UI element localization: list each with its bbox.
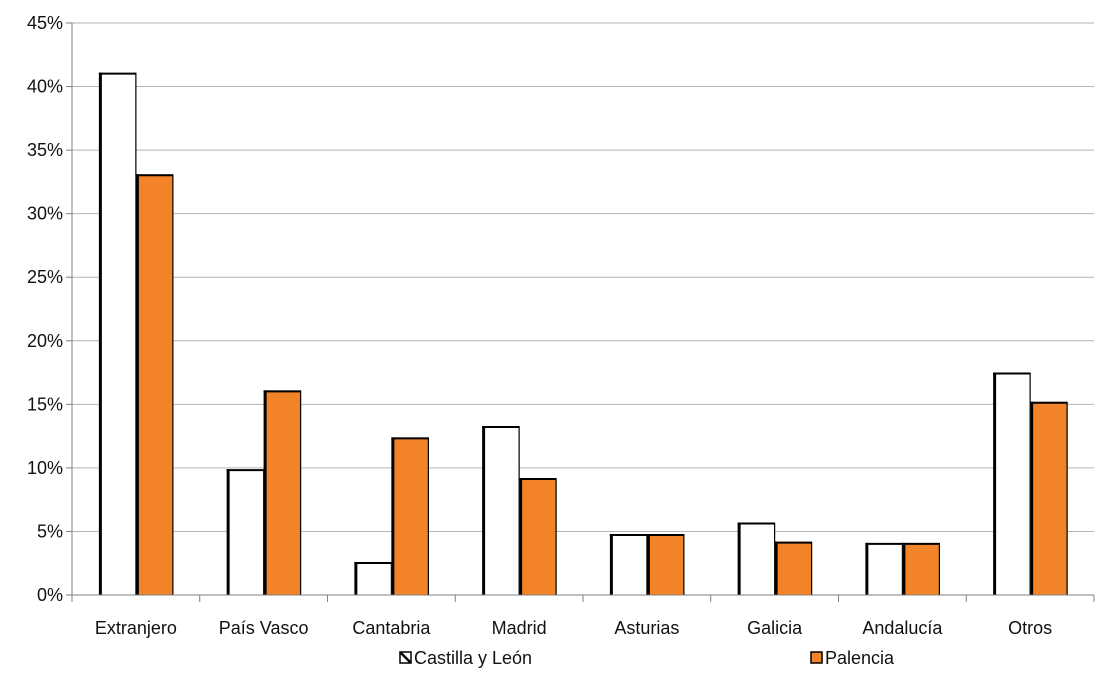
bar-palencia bbox=[1030, 401, 1068, 595]
bar-fill bbox=[98, 72, 136, 595]
gridlines bbox=[72, 22, 1094, 532]
bar-castilla-y-leon bbox=[226, 469, 265, 595]
bar-fill bbox=[737, 522, 775, 595]
bar-palencia bbox=[263, 390, 302, 595]
y-tick-label: 5% bbox=[37, 521, 63, 541]
bar-castilla-y-leon bbox=[98, 72, 137, 595]
bar-castilla-y-leon bbox=[737, 522, 776, 595]
bar-fill bbox=[993, 372, 1031, 595]
y-tick-label: 35% bbox=[27, 140, 63, 160]
bar-castilla-y-leon bbox=[993, 372, 1031, 595]
x-category-label: Otros bbox=[1008, 618, 1052, 638]
x-category-label: Extranjero bbox=[95, 618, 177, 638]
bar-castilla-y-leon bbox=[354, 561, 392, 595]
bar-fill bbox=[865, 542, 903, 595]
legend-swatch-mark bbox=[399, 651, 412, 664]
x-category-label: Andalucía bbox=[862, 618, 943, 638]
bar-fill bbox=[263, 390, 301, 595]
y-tick-label: 0% bbox=[37, 585, 63, 605]
legend-label: Palencia bbox=[825, 648, 895, 668]
bar-fill bbox=[135, 174, 173, 596]
bar-palencia bbox=[646, 533, 685, 595]
x-category-labels: Extranjero País Vasco Cantabria Madrid Astur… bbox=[95, 618, 1052, 638]
legend-swatch bbox=[810, 651, 823, 664]
x-category-label: Galicia bbox=[747, 618, 803, 638]
bar-fill bbox=[519, 478, 557, 595]
x-category-label: Asturias bbox=[614, 618, 679, 638]
y-tick-label: 45% bbox=[27, 13, 63, 33]
bar-fill bbox=[482, 425, 520, 595]
legend-item-palencia: Palencia bbox=[810, 648, 895, 668]
bar-fill bbox=[646, 533, 684, 595]
bar-castilla-y-leon bbox=[865, 542, 903, 595]
bar-fill bbox=[391, 437, 429, 595]
bar-palencia bbox=[519, 478, 557, 595]
legend-item-castilla-y-leon: Castilla y León bbox=[399, 648, 532, 668]
x-category-label: Madrid bbox=[492, 618, 547, 638]
legend: Castilla y León Palencia bbox=[399, 648, 895, 668]
bar-fill bbox=[1030, 401, 1068, 595]
bar-fill bbox=[354, 561, 392, 595]
bar-palencia bbox=[135, 174, 174, 596]
bar-fill bbox=[902, 542, 940, 595]
bar-fill bbox=[226, 469, 264, 595]
y-tick-label: 25% bbox=[27, 267, 63, 287]
y-tick-label: 40% bbox=[27, 77, 63, 97]
axes bbox=[66, 22, 1095, 602]
bars bbox=[98, 72, 1068, 596]
bar-castilla-y-leon bbox=[609, 533, 648, 595]
y-tick-label: 10% bbox=[27, 458, 63, 478]
bar-palencia bbox=[774, 541, 813, 595]
bar-castilla-y-leon bbox=[482, 425, 520, 595]
bar-fill bbox=[609, 533, 647, 595]
bar-palencia bbox=[391, 437, 429, 595]
y-tick-label: 20% bbox=[27, 331, 63, 351]
x-category-label: Cantabria bbox=[352, 618, 431, 638]
legend-label: Castilla y León bbox=[414, 648, 532, 668]
y-tick-labels: 0% 5% 10% 15% 20% 25% 30% 35% 40% 45% bbox=[27, 13, 63, 605]
x-category-label: País Vasco bbox=[219, 618, 309, 638]
y-tick-label: 15% bbox=[27, 394, 63, 414]
y-tick-label: 30% bbox=[27, 204, 63, 224]
bar-palencia bbox=[902, 542, 940, 595]
bar-fill bbox=[774, 541, 812, 595]
